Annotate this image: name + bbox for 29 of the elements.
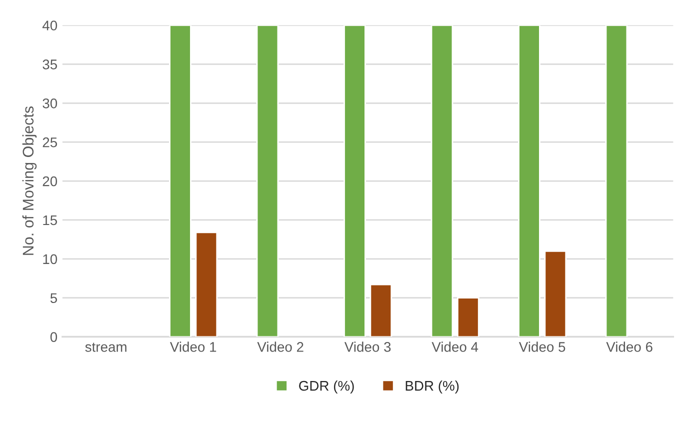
y-tick-label: 10 (43, 254, 58, 264)
y-tick-label: 5 (50, 293, 58, 304)
bar (256, 25, 279, 337)
y-tick-label: 40 (42, 20, 58, 30)
x-tick-label: Video 1 (170, 342, 216, 352)
y-tick-label: 20 (42, 176, 58, 186)
y-tick-label: 0 (50, 332, 58, 342)
y-tick-label: 30 (42, 98, 58, 108)
legend-label: GDR (%) (299, 380, 354, 394)
bar (430, 25, 454, 337)
bar (456, 297, 480, 337)
x-tick-label: Video 2 (257, 342, 304, 352)
x-tick-label: Video 5 (518, 342, 566, 352)
legend-label: BDR (%) (406, 380, 459, 394)
x-tick-label: stream (85, 342, 126, 352)
x-tick-label: Video 3 (344, 342, 391, 352)
x-tick-label: Video 6 (606, 342, 652, 352)
y-axis-title: No. of Moving Objects (22, 106, 37, 255)
bar (370, 284, 392, 337)
bar (344, 25, 366, 337)
y-tick-label: 15 (43, 215, 58, 226)
bar (605, 25, 628, 337)
bar (195, 232, 218, 337)
bar (169, 25, 192, 337)
bar (544, 250, 567, 337)
x-tick-label: Video 4 (432, 342, 478, 352)
y-tick-label: 25 (42, 137, 58, 148)
y-tick-label: 35 (42, 60, 58, 70)
bar (518, 25, 540, 337)
